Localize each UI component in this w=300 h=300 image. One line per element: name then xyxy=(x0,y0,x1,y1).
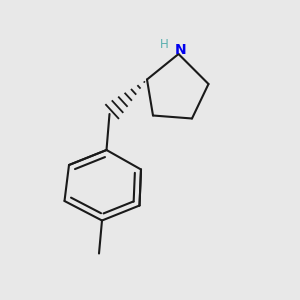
Text: H: H xyxy=(160,38,169,52)
Text: N: N xyxy=(175,44,186,57)
